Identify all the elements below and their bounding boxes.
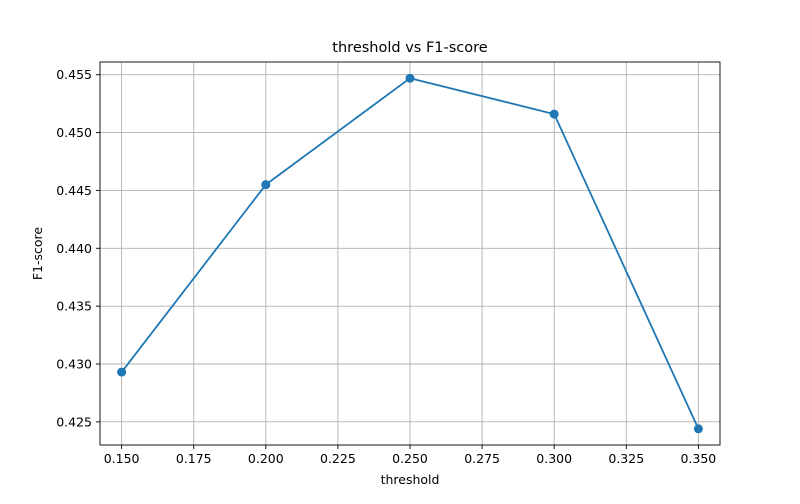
series-group — [117, 73, 703, 434]
chart-title: threshold vs F1-score — [332, 40, 487, 56]
data-point — [261, 180, 271, 190]
data-point — [549, 109, 559, 119]
y-axis-label: F1-score — [30, 227, 45, 281]
x-tick-label: 0.300 — [536, 451, 572, 466]
data-point — [405, 73, 415, 83]
x-tick-label: 0.225 — [320, 451, 356, 466]
y-tick-label: 0.440 — [56, 241, 92, 256]
x-tick-label: 0.325 — [608, 451, 644, 466]
data-point — [117, 367, 127, 377]
x-tick-label: 0.350 — [680, 451, 716, 466]
y-tick-label: 0.450 — [56, 125, 92, 140]
y-tick-label: 0.445 — [56, 183, 92, 198]
y-tick-label: 0.425 — [56, 414, 92, 429]
y-tick-label: 0.435 — [56, 299, 92, 314]
axis-ticks: 0.150 0.175 0.200 0.225 0.250 0.275 0.300 0.325… — [56, 67, 716, 466]
x-tick-label: 0.175 — [176, 451, 212, 466]
x-tick-label: 0.150 — [104, 451, 140, 466]
y-tick-label: 0.455 — [56, 67, 92, 82]
data-point — [693, 424, 703, 434]
x-tick-label: 0.250 — [392, 451, 428, 466]
grid-lines — [100, 62, 720, 445]
y-tick-label: 0.430 — [56, 357, 92, 372]
x-tick-label: 0.275 — [464, 451, 500, 466]
x-axis-label: threshold — [381, 472, 440, 487]
x-tick-label: 0.200 — [248, 451, 284, 466]
